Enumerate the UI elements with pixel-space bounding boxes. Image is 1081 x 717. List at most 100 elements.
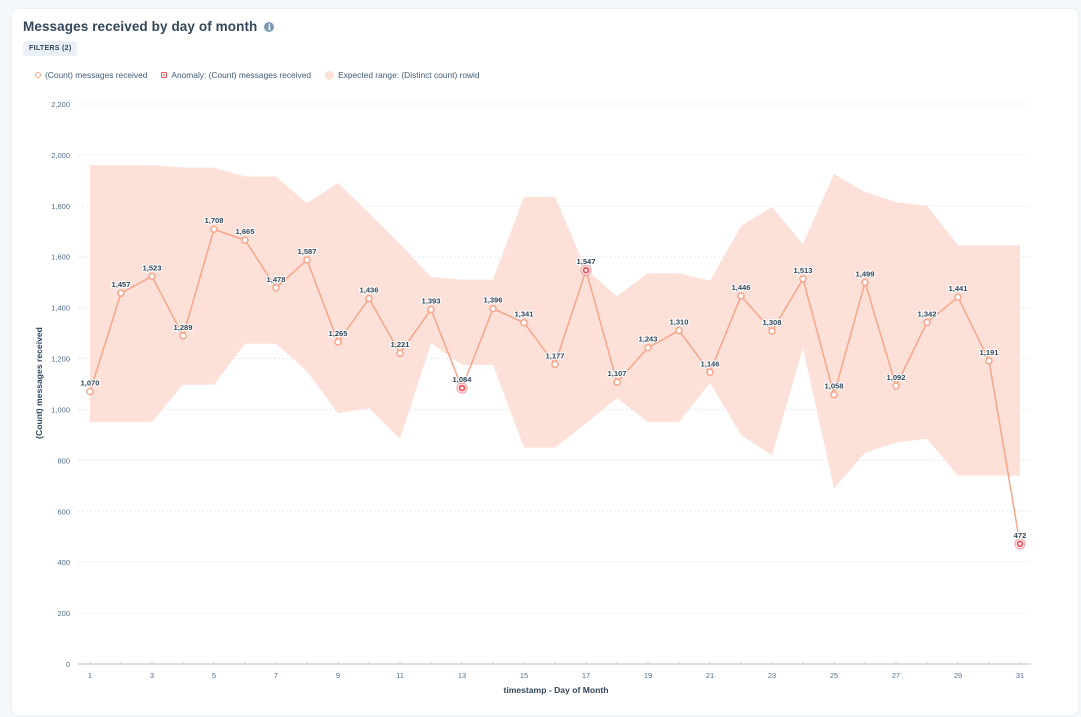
data-point [644, 343, 652, 352]
data-label: 1,243 [638, 335, 657, 344]
y-tick-label: 1,000 [51, 405, 70, 414]
data-point [706, 368, 714, 377]
chart-title: Messages received by day of month [23, 19, 258, 34]
y-tick-label: 2,200 [51, 100, 70, 109]
legend-item-anomaly[interactable]: Anomaly: (Count) messages received [161, 70, 311, 80]
data-point [241, 236, 249, 244]
data-labels: 1,070 1,457 1,523 1,289 1,708 1,665 1,478 1,587… [79, 215, 1027, 541]
data-label: 1,342 [917, 309, 936, 318]
x-tick-label: 23 [768, 671, 776, 680]
data-label: 1,436 [359, 285, 378, 294]
data-point [396, 349, 404, 357]
data-point [303, 256, 311, 264]
x-tick-label: 13 [458, 671, 466, 680]
data-label: 1,393 [421, 296, 440, 305]
x-tick-label: 27 [892, 671, 900, 680]
x-tick-label: 11 [396, 671, 404, 680]
data-label: 1,310 [669, 318, 688, 327]
data-point [737, 292, 745, 300]
y-tick-label: 600 [57, 507, 70, 516]
data-point [985, 357, 993, 365]
data-point [923, 318, 931, 327]
data-label: 1,146 [700, 359, 719, 368]
x-tick-label: 7 [274, 671, 278, 680]
hollow-circle-icon [35, 72, 41, 78]
data-point [675, 326, 683, 335]
data-label: 1,587 [297, 247, 316, 256]
expected-range-area [90, 165, 1020, 489]
data-label: 1,265 [328, 329, 348, 338]
data-label: 1,308 [762, 318, 781, 327]
data-label: 1,441 [948, 284, 968, 293]
data-label: 1,084 [452, 375, 472, 384]
data-point [954, 293, 962, 301]
data-label: 1,221 [390, 340, 410, 349]
data-point [520, 318, 528, 327]
axes: 0 200 400 600 800 1,000 1,200 1,400 1,600 1,800 2,… [51, 100, 1031, 680]
data-point [830, 390, 838, 399]
data-point [334, 338, 342, 346]
x-tick-label: 21 [706, 671, 714, 680]
data-label: 1,177 [545, 351, 564, 360]
data-label: 1,396 [483, 296, 502, 305]
data-point [365, 294, 373, 303]
data-label: 1,058 [824, 382, 843, 391]
y-axis-title: (Count) messages received [34, 327, 44, 439]
data-label: 1,341 [514, 310, 534, 319]
legend-item-expected-range[interactable]: Expected range: (Distinct count) rowid [325, 70, 480, 80]
anomaly-point-center [460, 386, 464, 390]
data-label: 1,070 [80, 379, 99, 388]
data-point [210, 225, 218, 233]
data-point [892, 382, 900, 390]
y-tick-label: 0 [66, 660, 70, 669]
data-label: 1,547 [576, 257, 595, 266]
y-tick-label: 400 [57, 558, 70, 567]
x-tick-label: 1 [88, 671, 92, 680]
data-label: 1,478 [266, 275, 285, 284]
y-tick-label: 200 [57, 609, 70, 618]
data-label: 1,499 [855, 269, 874, 278]
legend-item-count[interactable]: (Count) messages received [35, 70, 147, 80]
x-tick-label: 9 [336, 671, 340, 680]
data-point [861, 278, 869, 287]
data-point [179, 332, 187, 340]
legend-label: Anomaly: (Count) messages received [171, 70, 312, 80]
data-point [148, 272, 156, 281]
y-tick-label: 1,400 [51, 304, 70, 313]
y-tick-label: 1,200 [51, 355, 70, 364]
data-label: 1,289 [173, 323, 192, 332]
y-tick-label: 1,800 [51, 202, 70, 211]
y-tick-label: 1,600 [51, 253, 70, 262]
anomaly-marker-icon [161, 72, 168, 78]
data-point [489, 304, 497, 313]
data-label: 1,665 [235, 227, 255, 236]
x-tick-label: 15 [520, 671, 528, 680]
x-tick-label: 17 [582, 671, 590, 680]
data-label: 1,107 [607, 369, 626, 378]
x-tick-label: 5 [212, 671, 216, 680]
data-label: 1,523 [142, 263, 161, 272]
data-label: 1,457 [111, 280, 130, 289]
expected-range-band [90, 165, 1020, 489]
y-tick-label: 800 [57, 456, 70, 465]
data-point [86, 387, 94, 396]
x-tick-label: 19 [644, 671, 652, 680]
filters-button[interactable]: FILTERS (2) [23, 41, 78, 56]
title-row: Messages received by day of month i [23, 19, 275, 34]
info-icon[interactable]: i [264, 21, 275, 32]
data-point [551, 360, 559, 369]
data-point [799, 275, 807, 283]
legend-label: Expected range: (Distinct count) rowid [338, 70, 480, 80]
filled-circle-icon [325, 70, 335, 80]
y-tick-label: 2,000 [51, 151, 70, 160]
series-count-messages [86, 225, 1026, 550]
data-label: 1,446 [731, 283, 750, 292]
x-tick-label: 25 [830, 671, 838, 680]
x-tick-label: 3 [150, 671, 154, 680]
data-point [117, 289, 125, 297]
x-tick-label: 29 [954, 671, 962, 680]
data-point [613, 378, 621, 386]
data-point [768, 327, 776, 335]
data-label: 1,513 [793, 266, 812, 275]
